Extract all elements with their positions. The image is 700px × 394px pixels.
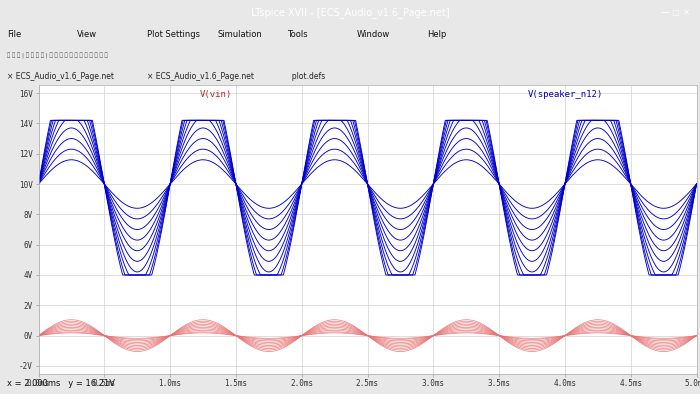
Text: Simulation: Simulation [217,30,262,39]
Text: □: □ [671,8,680,17]
Text: —: — [661,8,669,17]
Text: Tools: Tools [287,30,307,39]
Text: V(vin): V(vin) [200,90,232,99]
Text: Help: Help [427,30,447,39]
Text: × ECS_Audio_v1.6_Page.net: × ECS_Audio_v1.6_Page.net [147,72,254,80]
Text: ✕: ✕ [682,8,690,17]
Text: LTspice XVII - [ECS_Audio_v1.6_Page.net]: LTspice XVII - [ECS_Audio_v1.6_Page.net] [251,7,449,18]
Text: View: View [77,30,97,39]
Text: ⬛ ⬛ ⬛ | ⬛ ⬛ ⬛ ⬛ | ⬛ ⬛ ⬛ ⬛ ⬛ ⬛ ⬛ ⬛ ⬛ ⬛ ⬛ ⬛: ⬛ ⬛ ⬛ | ⬛ ⬛ ⬛ ⬛ | ⬛ ⬛ ⬛ ⬛ ⬛ ⬛ ⬛ ⬛ ⬛ ⬛ ⬛ … [7,53,108,59]
Text: File: File [7,30,21,39]
Text: plot.defs: plot.defs [287,72,326,80]
Text: × ECS_Audio_v1.6_Page.net: × ECS_Audio_v1.6_Page.net [7,72,114,80]
Text: x = 2.000ms   y = 16.21V: x = 2.000ms y = 16.21V [7,379,115,388]
Text: Window: Window [357,30,391,39]
Text: V(speaker_n12): V(speaker_n12) [527,90,603,99]
Text: Plot Settings: Plot Settings [147,30,200,39]
